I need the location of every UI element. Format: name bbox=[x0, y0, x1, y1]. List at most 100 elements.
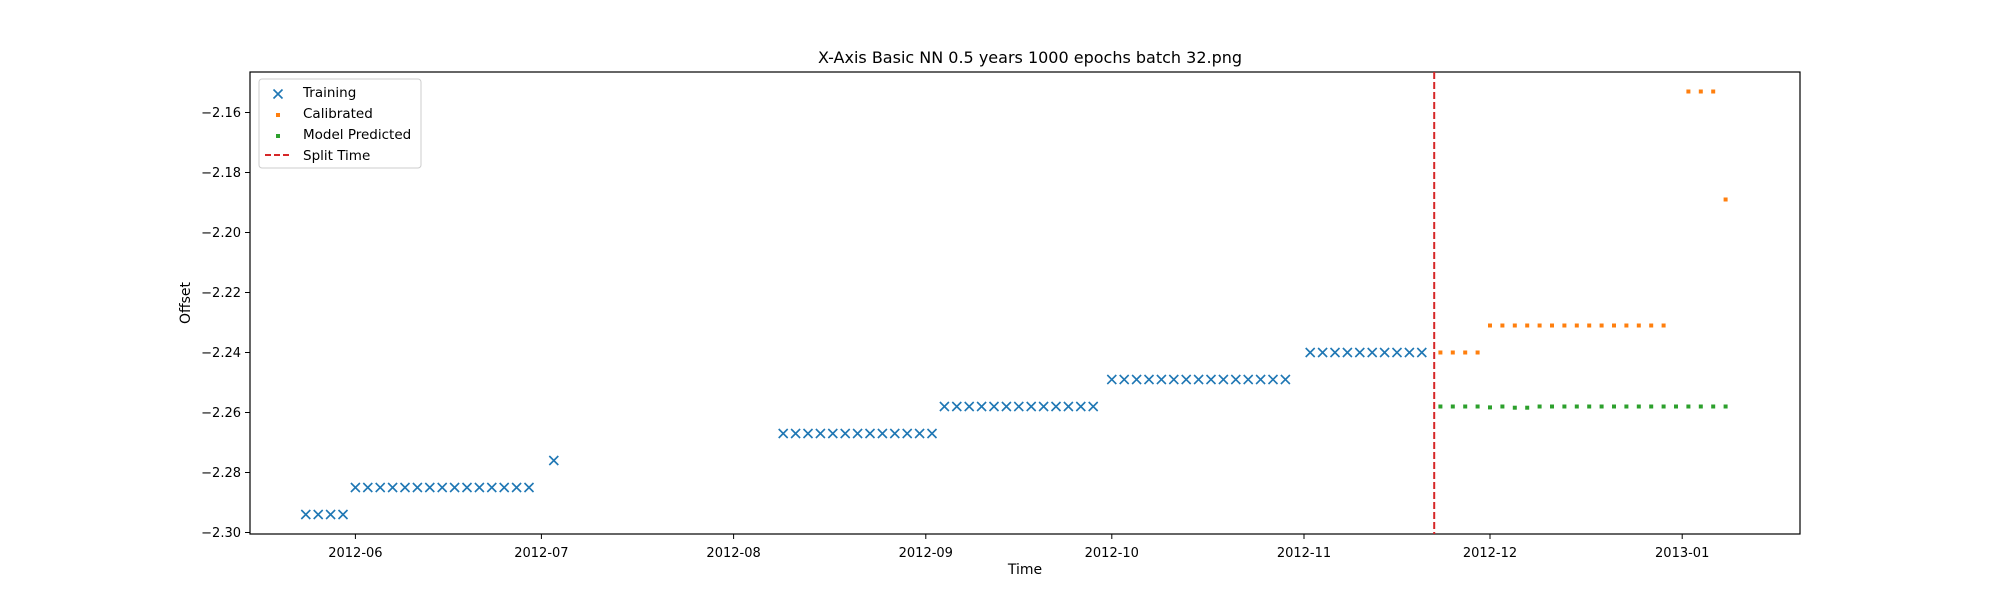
data-point-x bbox=[877, 428, 888, 439]
data-point bbox=[1450, 404, 1455, 409]
data-point bbox=[1636, 404, 1641, 409]
data-point-x bbox=[350, 482, 361, 493]
data-point-x bbox=[1416, 347, 1427, 358]
x-tick-label: 2012-08 bbox=[706, 546, 760, 561]
data-point bbox=[1550, 404, 1554, 409]
y-tick-label: −2.26 bbox=[201, 406, 241, 421]
data-point bbox=[1612, 404, 1616, 409]
data-point-x bbox=[939, 401, 950, 412]
x-tick-label: 2012-09 bbox=[899, 546, 953, 561]
data-point-x bbox=[1168, 374, 1179, 385]
data-point-x bbox=[827, 428, 838, 439]
data-point bbox=[1636, 323, 1641, 328]
data-point bbox=[1525, 405, 1530, 410]
data-point-x bbox=[1088, 401, 1099, 412]
data-point-x bbox=[840, 428, 851, 439]
data-point-x bbox=[1218, 374, 1229, 385]
data-point bbox=[1550, 323, 1554, 328]
data-point bbox=[1512, 405, 1517, 410]
data-point-x bbox=[1354, 347, 1365, 358]
legend-swatch bbox=[276, 134, 280, 138]
y-axis: −2.30 −2.28 −2.26 −2.24 −2.22 −2.20 −2.18 −2.16 bbox=[201, 106, 250, 541]
data-point-x bbox=[375, 482, 386, 493]
data-point-x bbox=[1193, 374, 1204, 385]
data-point-x bbox=[1181, 374, 1192, 385]
data-point bbox=[1624, 404, 1629, 409]
series-training bbox=[300, 347, 1427, 520]
data-point-x bbox=[437, 482, 448, 493]
data-point-x bbox=[902, 428, 913, 439]
data-point-x bbox=[337, 509, 349, 520]
data-point-x bbox=[1230, 374, 1241, 385]
y-tick-label: −2.28 bbox=[201, 466, 241, 481]
data-point-x bbox=[964, 401, 975, 412]
data-point-x bbox=[815, 428, 826, 439]
data-point-x bbox=[325, 509, 336, 520]
data-point-x bbox=[1143, 374, 1155, 385]
series-model-predicted bbox=[1438, 404, 1728, 410]
data-point-x bbox=[914, 428, 925, 439]
data-point-x bbox=[1404, 347, 1415, 358]
legend-swatch bbox=[272, 88, 284, 100]
data-point-x bbox=[474, 482, 485, 493]
data-point-x bbox=[1379, 347, 1390, 358]
data-point-x bbox=[511, 482, 522, 493]
data-point-x bbox=[1075, 401, 1086, 412]
legend-item: Training bbox=[272, 85, 356, 101]
data-point-x bbox=[802, 428, 814, 439]
data-point-x bbox=[1205, 374, 1217, 385]
chart-marks bbox=[300, 72, 1728, 534]
legend-item: Calibrated bbox=[276, 106, 373, 122]
legend-label: Training bbox=[302, 85, 356, 101]
y-tick-label: −2.30 bbox=[201, 526, 241, 541]
x-axis-label: Time bbox=[1007, 562, 1042, 578]
data-point-x bbox=[1305, 347, 1316, 358]
data-point bbox=[1562, 404, 1567, 409]
data-point-x bbox=[1119, 374, 1130, 385]
legend-label: Model Predicted bbox=[303, 127, 411, 143]
data-point bbox=[1574, 404, 1579, 409]
legend-label: Split Time bbox=[303, 148, 370, 164]
data-point bbox=[1463, 350, 1468, 355]
data-point-x bbox=[1063, 401, 1074, 412]
legend-item: Model Predicted bbox=[276, 127, 411, 143]
data-point-x bbox=[951, 401, 962, 412]
legend-swatch bbox=[276, 113, 280, 117]
data-point-x bbox=[1391, 347, 1403, 358]
data-point-x bbox=[1001, 401, 1012, 412]
data-point-x bbox=[313, 509, 324, 520]
data-point bbox=[1537, 323, 1542, 328]
data-point-x bbox=[1267, 374, 1279, 385]
data-point bbox=[1438, 350, 1443, 355]
data-point-x bbox=[1317, 347, 1328, 358]
data-point-x bbox=[461, 482, 473, 493]
legend-item: Split Time bbox=[265, 148, 370, 164]
data-point bbox=[1463, 404, 1468, 409]
data-point-x bbox=[1038, 401, 1049, 412]
data-point-x bbox=[864, 428, 876, 439]
y-tick-label: −2.24 bbox=[201, 346, 241, 361]
data-point bbox=[1599, 404, 1604, 409]
data-point-x bbox=[1131, 374, 1142, 385]
data-point bbox=[1624, 323, 1629, 328]
data-point bbox=[1649, 323, 1654, 328]
data-point bbox=[1723, 404, 1728, 409]
y-tick-label: −2.20 bbox=[201, 226, 241, 241]
data-point-x bbox=[424, 482, 435, 493]
data-point-x bbox=[300, 509, 311, 520]
data-point-x bbox=[889, 428, 900, 439]
data-point bbox=[1450, 350, 1455, 355]
data-point-x bbox=[1026, 401, 1037, 412]
data-point bbox=[1562, 323, 1567, 328]
data-point bbox=[1686, 89, 1691, 94]
data-point-x bbox=[1243, 374, 1254, 385]
data-point-x bbox=[486, 482, 497, 493]
data-point bbox=[1649, 404, 1654, 409]
plot-area bbox=[249, 71, 1801, 535]
x-tick-label: 2012-12 bbox=[1463, 546, 1517, 561]
data-point bbox=[1711, 89, 1716, 94]
y-axis-label: Offset bbox=[178, 281, 194, 324]
data-point bbox=[1686, 404, 1691, 409]
data-point-x bbox=[1013, 401, 1024, 412]
